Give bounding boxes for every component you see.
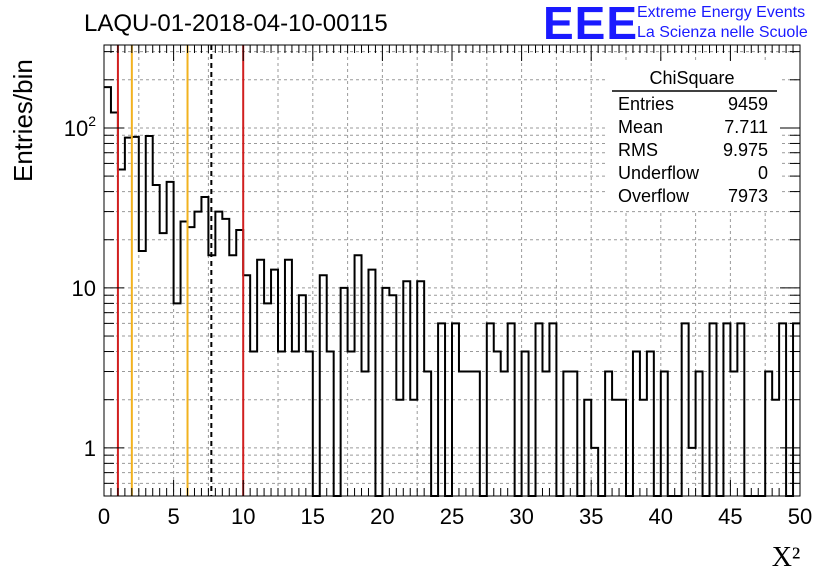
y-tick-labels: 1 10 102 bbox=[64, 113, 96, 461]
page-title: LAQU-01-2018-04-10-00115 bbox=[84, 10, 388, 37]
histogram-bin bbox=[438, 323, 445, 496]
histogram-bin bbox=[132, 137, 139, 496]
stats-row-value: 7.711 bbox=[724, 117, 768, 137]
histogram-bin bbox=[194, 212, 201, 496]
histogram-bin bbox=[278, 352, 285, 496]
histogram-bin bbox=[466, 372, 473, 496]
histogram-bin bbox=[737, 323, 744, 496]
x-tick-label: 50 bbox=[788, 504, 812, 529]
stats-row-value: 9459 bbox=[728, 94, 768, 114]
histogram-bin bbox=[160, 233, 167, 496]
histogram-bin bbox=[215, 212, 222, 496]
histogram-bin bbox=[341, 288, 348, 496]
histogram-bin bbox=[306, 352, 313, 496]
x-tick-label: 20 bbox=[370, 504, 394, 529]
histogram-bin bbox=[661, 372, 668, 496]
y-tick-label: 102 bbox=[64, 113, 96, 141]
stats-row-label: Entries bbox=[618, 94, 674, 114]
stats-row-value: 9.975 bbox=[723, 140, 768, 160]
stats-row-value: 7973 bbox=[728, 186, 768, 206]
histogram-bin bbox=[710, 323, 717, 496]
histogram-bin bbox=[501, 372, 508, 496]
histogram-bin bbox=[348, 352, 355, 496]
histogram-bin bbox=[362, 372, 369, 496]
x-axis-label: X² bbox=[772, 542, 801, 572]
histogram-bin bbox=[104, 87, 111, 496]
histogram-bin bbox=[459, 372, 466, 496]
x-tick-labels: 0 5 10 15 20 25 30 35 40 45 50 bbox=[98, 504, 812, 529]
histogram-bin bbox=[494, 352, 501, 496]
histogram-bin bbox=[327, 352, 334, 496]
x-tick-label: 0 bbox=[98, 504, 110, 529]
histogram-bin bbox=[793, 323, 800, 496]
axis-ticks bbox=[103, 45, 801, 497]
histogram-bin bbox=[153, 185, 160, 496]
logo-mark: EEE bbox=[543, 0, 639, 49]
x-tick-label: 45 bbox=[718, 504, 742, 529]
histogram-bin bbox=[452, 323, 459, 496]
histogram-bin bbox=[536, 323, 543, 496]
y-tick-exponent: 2 bbox=[88, 113, 96, 129]
stats-box: ChiSquare Entries 9459 Mean 7.711 RMS 9.… bbox=[605, 63, 780, 211]
x-tick-label: 5 bbox=[167, 504, 179, 529]
histogram-bin bbox=[222, 219, 229, 496]
eee-logo: EEE Extreme Energy Events La Scienza nel… bbox=[543, 0, 833, 49]
histogram-bin bbox=[473, 372, 480, 496]
histogram-bin bbox=[355, 255, 362, 496]
histogram-bin bbox=[682, 323, 689, 496]
x-tick-label: 10 bbox=[231, 504, 255, 529]
histogram-bin bbox=[570, 372, 577, 496]
x-tick-label: 35 bbox=[579, 504, 603, 529]
stats-title: ChiSquare bbox=[649, 68, 734, 88]
stats-row-label: Underflow bbox=[618, 163, 700, 183]
x-tick-label: 25 bbox=[440, 504, 464, 529]
stats-row-label: Overflow bbox=[618, 186, 690, 206]
histogram-bin bbox=[146, 136, 153, 496]
reference-lines bbox=[116, 45, 245, 496]
histogram-bin bbox=[250, 352, 257, 496]
histogram-bin bbox=[201, 197, 208, 496]
x-tick-label: 30 bbox=[509, 504, 533, 529]
y-axis-label: Entries/bin bbox=[8, 59, 38, 182]
histogram-bin bbox=[765, 372, 772, 496]
histogram-bin bbox=[111, 112, 118, 496]
histogram-bin bbox=[236, 230, 243, 496]
histogram-bin bbox=[292, 352, 299, 496]
histogram-bin bbox=[167, 182, 174, 496]
histogram-bin bbox=[563, 372, 570, 496]
histogram-bin bbox=[522, 352, 529, 496]
histogram-bin bbox=[229, 255, 236, 496]
histogram-bin bbox=[299, 295, 306, 496]
histogram-bin bbox=[382, 288, 389, 496]
histogram-bin bbox=[508, 323, 515, 496]
histogram-bin bbox=[389, 295, 396, 496]
histogram-bin bbox=[549, 323, 556, 496]
histogram-bin bbox=[779, 323, 786, 496]
histogram-bin bbox=[424, 372, 431, 496]
histogram-bin bbox=[723, 323, 730, 496]
x-tick-label: 40 bbox=[649, 504, 673, 529]
histogram-bin bbox=[542, 372, 549, 496]
logo-line-2: La Scienza nelle Scuole bbox=[637, 24, 808, 41]
stats-row-label: RMS bbox=[618, 140, 658, 160]
y-tick-label: 1 bbox=[84, 436, 96, 461]
x-tick-label: 15 bbox=[301, 504, 325, 529]
histogram-bin bbox=[633, 352, 640, 496]
histogram-bin bbox=[605, 372, 612, 496]
logo-line-1: Extreme Energy Events bbox=[637, 4, 806, 21]
y-tick-label: 10 bbox=[72, 276, 96, 301]
histogram-bin bbox=[647, 352, 654, 496]
histogram-bin bbox=[118, 169, 125, 496]
histogram-bin bbox=[487, 323, 494, 496]
histogram-bin bbox=[730, 372, 737, 496]
histogram-bin bbox=[696, 372, 703, 496]
stats-row-value: 0 bbox=[758, 163, 768, 183]
stats-row-label: Mean bbox=[618, 117, 663, 137]
